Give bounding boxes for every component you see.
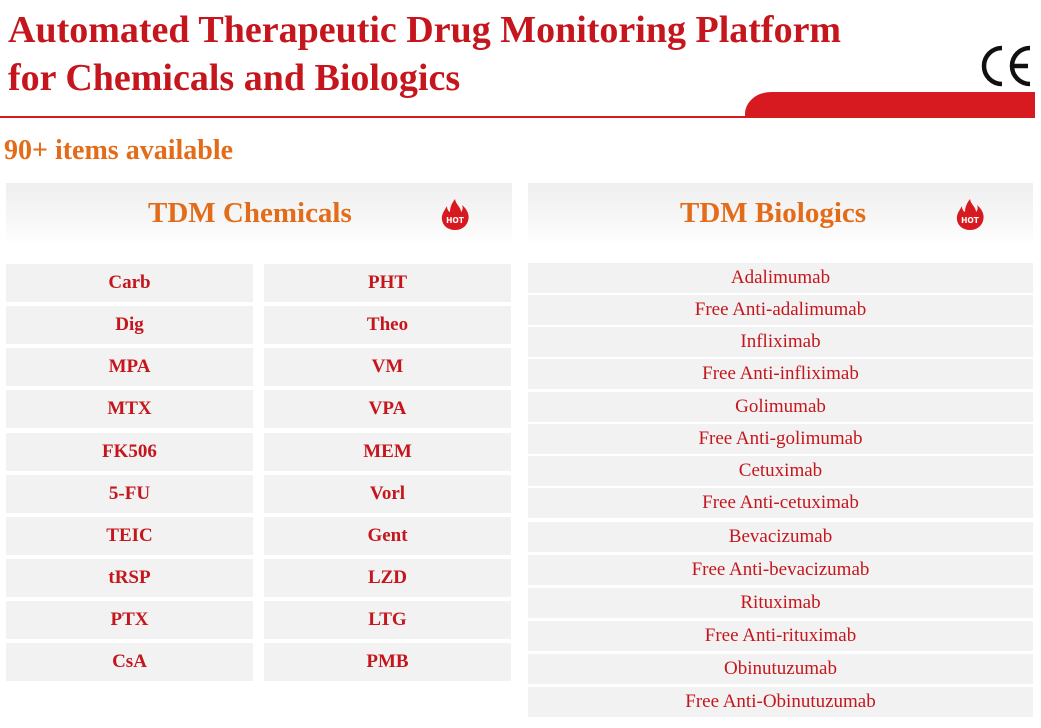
bio-item: Rituximab xyxy=(528,588,1033,618)
ce-mark-icon xyxy=(981,45,1031,87)
chem-item: VPA xyxy=(264,390,511,428)
chem-item: PTX xyxy=(6,601,253,639)
hot-flame-icon: HOT xyxy=(441,199,469,230)
svg-text:HOT: HOT xyxy=(446,216,465,225)
chem-item: PHT xyxy=(264,264,511,302)
bio-item: Free Anti-golimumab xyxy=(528,424,1033,454)
title-line-2: for Chemicals and Biologics xyxy=(8,57,461,99)
header-divider xyxy=(0,116,1035,118)
bio-item: Bevacizumab xyxy=(528,522,1033,552)
bio-item: Infliximab xyxy=(528,327,1033,357)
bio-item: Free Anti-Obinutuzumab xyxy=(528,687,1033,717)
bio-item: Obinutuzumab xyxy=(528,654,1033,684)
hot-flame-icon: HOT xyxy=(956,199,984,230)
chem-item: LTG xyxy=(264,601,511,639)
chem-item: CsA xyxy=(6,643,253,681)
bio-item: Golimumab xyxy=(528,392,1033,422)
page-title: Automated Therapeutic Drug Monitoring Pl… xyxy=(8,6,968,102)
chem-item: MTX xyxy=(6,390,253,428)
biologics-title: TDM Biologics xyxy=(680,197,867,229)
chem-item: LZD xyxy=(264,559,511,597)
chem-item: TEIC xyxy=(6,517,253,555)
bio-item: Free Anti-rituximab xyxy=(528,621,1033,651)
chem-item: VM xyxy=(264,348,511,386)
svg-text:HOT: HOT xyxy=(961,216,980,225)
bio-item: Cetuximab xyxy=(528,456,1033,486)
title-line-1: Automated Therapeutic Drug Monitoring Pl… xyxy=(8,9,842,51)
chem-item: tRSP xyxy=(6,559,253,597)
chem-item: MEM xyxy=(264,433,511,471)
biologics-header: TDM Biologics HOT xyxy=(528,183,1033,245)
chem-item: Dig xyxy=(6,306,253,344)
header-accent-bar xyxy=(745,92,1035,118)
bio-item: Free Anti-infliximab xyxy=(528,359,1033,389)
bio-item: Free Anti-bevacizumab xyxy=(528,555,1033,585)
bio-item: Adalimumab xyxy=(528,263,1033,293)
bio-item: Free Anti-adalimumab xyxy=(528,295,1033,325)
chemicals-title: TDM Chemicals xyxy=(148,197,352,229)
chemicals-header: TDM Chemicals HOT xyxy=(6,183,512,245)
chem-item: Carb xyxy=(6,264,253,302)
chem-item: Theo xyxy=(264,306,511,344)
chem-item: 5-FU xyxy=(6,475,253,513)
chem-item: Vorl xyxy=(264,475,511,513)
chem-item: Gent xyxy=(264,517,511,555)
chem-item: FK506 xyxy=(6,433,253,471)
chem-item: PMB xyxy=(264,643,511,681)
bio-item: Free Anti-cetuximab xyxy=(528,488,1033,518)
items-available: 90+ items available xyxy=(4,135,234,166)
chem-item: MPA xyxy=(6,348,253,386)
